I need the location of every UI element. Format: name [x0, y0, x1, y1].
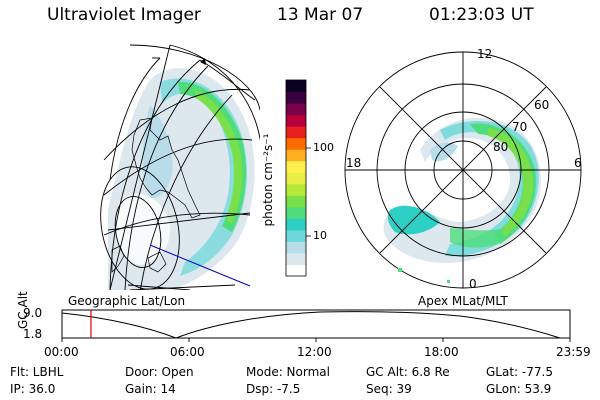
- timeline-x-tick-0600: 06:00: [170, 345, 205, 359]
- colorbar-segment: [286, 172, 306, 185]
- info-door: Door: Open: [125, 365, 194, 379]
- colorbar: [286, 80, 306, 277]
- info-gain: Gain: 14: [125, 382, 176, 396]
- left-panel-label: Geographic Lat/Lon: [68, 294, 186, 308]
- info-mode: Mode: Normal: [246, 365, 330, 379]
- date-label: 13 Mar 07: [277, 5, 364, 25]
- colorbar-segment: [286, 160, 306, 173]
- geo-outer-arcs: [109, 57, 256, 181]
- north-marker: [200, 58, 206, 65]
- colorbar-segment: [286, 103, 306, 116]
- colorbar-segment: [286, 252, 306, 265]
- timeline-x-tick-1200: 12:00: [297, 345, 332, 359]
- polar-grid: [344, 51, 582, 289]
- aurora-speck-2: [447, 280, 450, 283]
- colorbar-segment: [286, 195, 306, 208]
- right-panel-label: Apex MLat/MLT: [418, 294, 508, 308]
- aurora-speck: [398, 268, 402, 272]
- colorbar-tick-100: 100: [313, 141, 334, 154]
- info-seq: Seq: 39: [366, 382, 412, 396]
- terminator-line: [149, 244, 251, 287]
- mlt-label-12: 12: [477, 47, 493, 61]
- colorbar-segment: [286, 149, 306, 162]
- colorbar-segment: [286, 229, 306, 242]
- timeline-x-tick-0000: 00:00: [44, 345, 79, 359]
- colorbar-segment: [286, 91, 306, 104]
- colorbar-segment: [286, 241, 306, 254]
- coastline-outline: [131, 117, 201, 219]
- colorbar-tick-10: 10: [313, 229, 327, 242]
- lat-label-80: 80: [493, 140, 509, 154]
- geographic-map: [100, 44, 260, 290]
- lat-label-60: 60: [534, 98, 550, 112]
- mlt-label-18: 18: [346, 156, 362, 170]
- polar-plot: [344, 51, 582, 289]
- colorbar-segment: [286, 126, 306, 139]
- info-glat: GLat: -77.5: [486, 365, 553, 379]
- colorbar-frame: [285, 79, 307, 277]
- timeline-ticks: [61, 338, 571, 342]
- timeline-y-tick-top: 9.0: [23, 306, 43, 320]
- colorbar-segment: [286, 114, 306, 127]
- colorbar-unit-label: photon cm⁻²s⁻¹: [261, 133, 275, 227]
- coastline-outline-2: [111, 245, 167, 273]
- gc-alt-curve: [61, 311, 561, 339]
- lat-label-70: 70: [512, 120, 528, 134]
- mlt-label-0: 0: [469, 277, 477, 291]
- instrument-title: Ultraviolet Imager: [47, 5, 201, 25]
- mlt-label-6: 6: [574, 156, 582, 170]
- colorbar-segment: [286, 264, 306, 277]
- geo-grid-lines: [100, 44, 260, 290]
- timeline-x-tick-1800: 18:00: [424, 345, 459, 359]
- colorbar-segment: [286, 183, 306, 196]
- info-ip: IP: 36.0: [10, 382, 56, 396]
- info-gc-alt: GC Alt: 6.8 Re: [366, 365, 450, 379]
- info-dsp: Dsp: -7.5: [246, 382, 301, 396]
- colorbar-segment: [286, 137, 306, 150]
- timeline-x-tick-2359: 23:59: [556, 345, 591, 359]
- time-label: 01:23:03 UT: [429, 5, 534, 25]
- colorbar-segment: [286, 218, 306, 231]
- info-filter: Flt: LBHL: [10, 365, 64, 379]
- colorbar-segment: [286, 206, 306, 219]
- info-glon: GLon: 53.9: [486, 382, 552, 396]
- colorbar-segment: [286, 80, 306, 93]
- colorbar-ticks: [306, 147, 311, 237]
- right-aurora-image: [383, 117, 542, 263]
- timeline-frame: [61, 309, 571, 339]
- timeline-y-tick-bottom: 1.8: [23, 327, 43, 341]
